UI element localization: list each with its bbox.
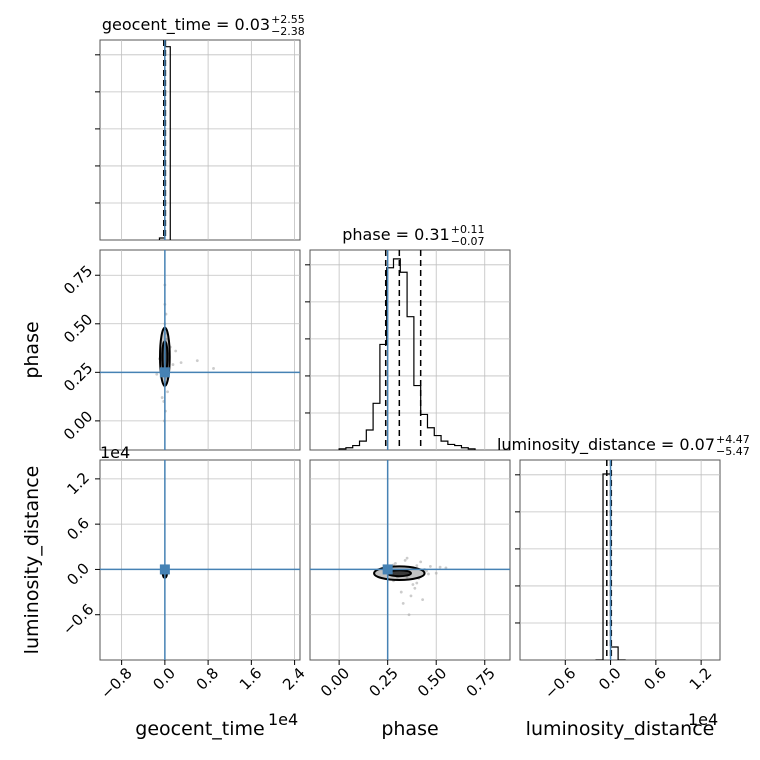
y-scale-label-luminosity_distance: 1e4 [100,443,130,462]
x-tick-label: 0.8 [193,664,223,694]
title-luminosity_distance: luminosity_distance = 0.07 [497,435,715,455]
title-geocent_time: geocent_time = 0.03 [102,15,270,35]
x-scale-label-luminosity_distance: 1e4 [688,710,718,729]
y-tick-label: 0.6 [63,514,93,544]
sample-point [160,396,164,399]
title-upper-error: +2.55 [271,13,305,26]
sample-point [212,367,215,370]
truth-marker [159,564,170,575]
panel-frame [519,459,721,661]
y-tick-label: 0.50 [60,310,96,346]
sample-point [394,561,397,565]
y-tick-label: 1.2 [63,469,93,499]
title-upper-error: +4.47 [716,433,750,446]
sample-point [174,349,178,353]
sample-point [434,571,438,575]
y-axis-label-phase: phase [21,321,43,378]
sample-point [415,564,419,568]
sample-point [155,372,159,376]
sample-point [165,337,168,341]
y-tick-label: 0.25 [60,359,96,395]
sample-point [166,390,169,394]
x-axis-label-geocent_time: geocent_time [135,718,264,740]
histogram-phase [338,258,476,450]
y-tick-label: −0.6 [59,600,97,638]
sample-point [444,566,448,570]
panel-luminosity_distance-vs-luminosity_distance [520,460,720,660]
y-tick-label: 0.75 [60,262,96,298]
y-tick-label: 0.00 [60,407,96,443]
sample-point [413,586,417,590]
panel-luminosity_distance-vs-phase [310,460,510,660]
x-tick-label: 0.6 [640,664,670,694]
sample-point [438,565,442,569]
x-tick-label: 1.6 [236,664,266,694]
x-tick-label: 0.75 [463,664,499,700]
x-axis-label-luminosity_distance: luminosity_distance [526,718,715,740]
y-tick-label: 0.0 [63,559,93,589]
panel-frame [309,249,511,451]
y-axis-label-luminosity_distance: luminosity_distance [21,466,43,655]
x-tick-label: −0.6 [541,664,579,702]
sample-point [407,613,411,617]
panel-luminosity_distance-vs-geocent_time [100,460,300,660]
truth-marker [159,367,170,378]
title-upper-error: +0.11 [451,223,485,236]
sample-point [428,565,432,568]
x-scale-label-geocent_time: 1e4 [268,710,298,729]
panel-frame [99,249,301,451]
sample-point [421,598,425,602]
panel-frame [99,39,301,241]
title-lower-error: −5.47 [716,445,750,458]
x-axis-label-phase: phase [381,718,438,740]
sample-point [195,359,199,363]
truth-marker [382,564,393,575]
x-tick-label: −0.8 [97,664,135,702]
panel-frame [99,459,301,661]
sample-point [179,361,183,365]
sample-point [415,581,419,585]
sample-point [409,594,413,598]
title-lower-error: −0.07 [451,235,485,248]
sample-point [425,569,428,573]
sample-point [401,601,405,605]
x-tick-label: 0.50 [414,664,450,700]
title-lower-error: −2.38 [271,25,305,38]
x-tick-label: 0.25 [365,664,401,700]
sample-point [171,363,175,366]
sample-point [419,560,423,564]
x-tick-label: 1.2 [686,664,716,694]
x-tick-label: 2.4 [279,664,309,694]
x-tick-label: 0.0 [149,664,179,694]
sample-point [411,583,415,586]
x-tick-label: 0.0 [595,664,625,694]
sample-point [399,590,403,594]
panel-phase-vs-geocent_time [100,250,300,450]
x-tick-label: 0.00 [317,664,353,700]
sample-point [405,556,409,560]
panel-frame [309,459,511,661]
panel-geocent_time-vs-geocent_time [100,40,300,240]
sample-point [427,572,430,576]
panel-phase-vs-phase [310,250,510,450]
title-phase: phase = 0.31 [342,225,449,244]
sample-point [403,558,407,562]
